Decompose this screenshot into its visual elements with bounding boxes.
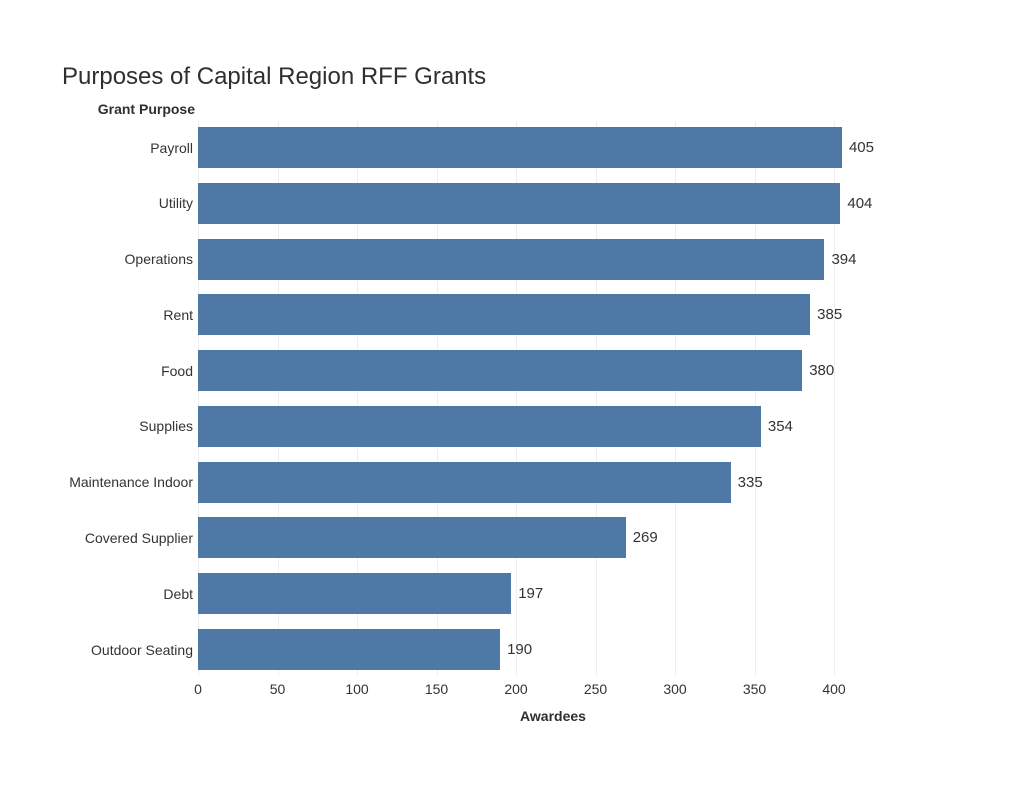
bar-supplies[interactable]: [198, 405, 761, 447]
category-label: Payroll: [150, 139, 193, 156]
x-tick-label: 300: [663, 681, 687, 697]
y-axis-title: Grant Purpose: [97, 101, 195, 117]
category-label: Operations: [124, 251, 193, 268]
category-label: Debt: [163, 585, 193, 602]
gridline: [675, 121, 676, 676]
gridline: [436, 121, 438, 676]
category-label: Food: [161, 362, 193, 379]
x-tick-label: 250: [583, 681, 608, 697]
bar-maintenance-indoor[interactable]: [198, 461, 731, 503]
gridline: [277, 121, 279, 676]
gridline: [357, 121, 358, 676]
bar-utility[interactable]: [198, 182, 841, 224]
value-label: 354: [767, 417, 793, 435]
gridline: [754, 121, 756, 676]
bar-food[interactable]: [198, 350, 803, 392]
value-label: 404: [847, 194, 873, 212]
value-label: 385: [817, 306, 843, 324]
value-label: 197: [518, 585, 544, 603]
category-label: Utility: [158, 195, 193, 212]
bar-payroll[interactable]: [198, 127, 842, 168]
chart-title: Purposes of Capital Region RFF Grants: [62, 63, 487, 90]
category-label: Covered Supplier: [84, 529, 193, 546]
gridline: [198, 121, 199, 676]
x-tick-label: 400: [822, 681, 846, 697]
x-tick-label: 150: [424, 681, 449, 697]
value-label: 269: [632, 529, 658, 547]
bar-outdoor-seating[interactable]: [198, 629, 501, 671]
bar-rent[interactable]: [198, 294, 811, 336]
gridline: [516, 121, 517, 676]
x-tick-label: 200: [504, 681, 528, 697]
x-tick-label: 50: [269, 681, 286, 697]
x-axis-title: Awardees: [520, 708, 586, 724]
category-label: Rent: [163, 306, 193, 323]
gridline: [834, 121, 835, 676]
value-label: 394: [831, 250, 857, 268]
bar-operations[interactable]: [198, 238, 825, 280]
category-label: Supplies: [139, 418, 193, 435]
x-tick-label: 0: [194, 681, 202, 697]
bar-debt[interactable]: [198, 573, 512, 615]
x-tick-label: 100: [345, 681, 369, 697]
category-label: Maintenance Indoor: [69, 474, 193, 491]
value-label: 405: [848, 139, 874, 156]
value-label: 380: [809, 362, 835, 380]
value-label: 190: [507, 641, 533, 659]
x-tick-label: 350: [742, 681, 767, 697]
value-label: 335: [737, 473, 763, 491]
category-label: Outdoor Seating: [91, 641, 193, 658]
gridline: [595, 121, 597, 676]
bar-covered-supplier[interactable]: [198, 517, 626, 559]
